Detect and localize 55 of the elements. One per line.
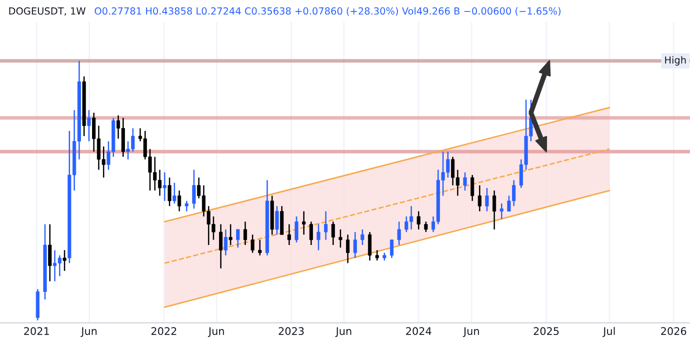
candlestick [178,190,182,212]
x-tick-label: Jun [80,327,97,337]
x-tick-label: Jun [208,327,224,337]
candlestick [324,210,328,240]
candlestick [331,221,335,246]
x-tick-label: Jul [602,326,615,337]
candlestick [224,228,228,256]
candlestick [87,110,91,142]
chart-title: DOGEUSDT, 1W [9,7,86,16]
candlestick [219,224,223,269]
x-tick-label: 2025 [534,327,559,336]
x-tick-label: 2024 [406,327,432,336]
candlestick [375,250,379,262]
candlestick [353,231,357,259]
x-tick-label: 2021 [24,327,49,336]
candlestick [390,239,394,259]
x-tick-label: 2022 [151,327,176,336]
candlestick [280,205,284,236]
candlestick [192,169,196,210]
candlestick [416,210,420,230]
candlestick [168,176,172,207]
candlestick [228,224,232,246]
candlestick [360,228,364,246]
candlestick [258,239,262,256]
candlestick [172,182,176,204]
ref-line-label: High [665,56,686,66]
candlestick [500,202,504,220]
candlestick [368,231,372,262]
candlestick [302,210,306,236]
candlestick [62,250,66,272]
candlestick [338,228,342,248]
candlestick [162,172,166,202]
candlestick [243,221,248,246]
candlestick [184,200,188,212]
candlestick [397,221,401,246]
candlestick [316,224,320,251]
candlestick [236,228,240,248]
candlestick [287,224,291,246]
x-tick-label: 2023 [278,327,304,336]
candlestick [478,184,482,212]
candlestick [346,234,350,264]
x-tick-label: 2026 [661,327,686,336]
candlestick [470,174,474,202]
candlestick [48,224,52,282]
x-tick-label: Jun [462,327,479,337]
candlestick [463,172,467,192]
x-tick-label: Jun [335,327,352,337]
text: O0.27781 H0.43858 L0.27244 C0.35638 +0.07860 (+28.30%) Vol49.266 B −0.00600 (−1.65%) [94,7,560,16]
candlestick [309,221,313,246]
candlestick [485,187,489,212]
candlestick [424,221,428,233]
candlestick [492,190,496,230]
candlestick [250,234,254,254]
candlestick [275,205,279,236]
candlestick [294,216,298,244]
